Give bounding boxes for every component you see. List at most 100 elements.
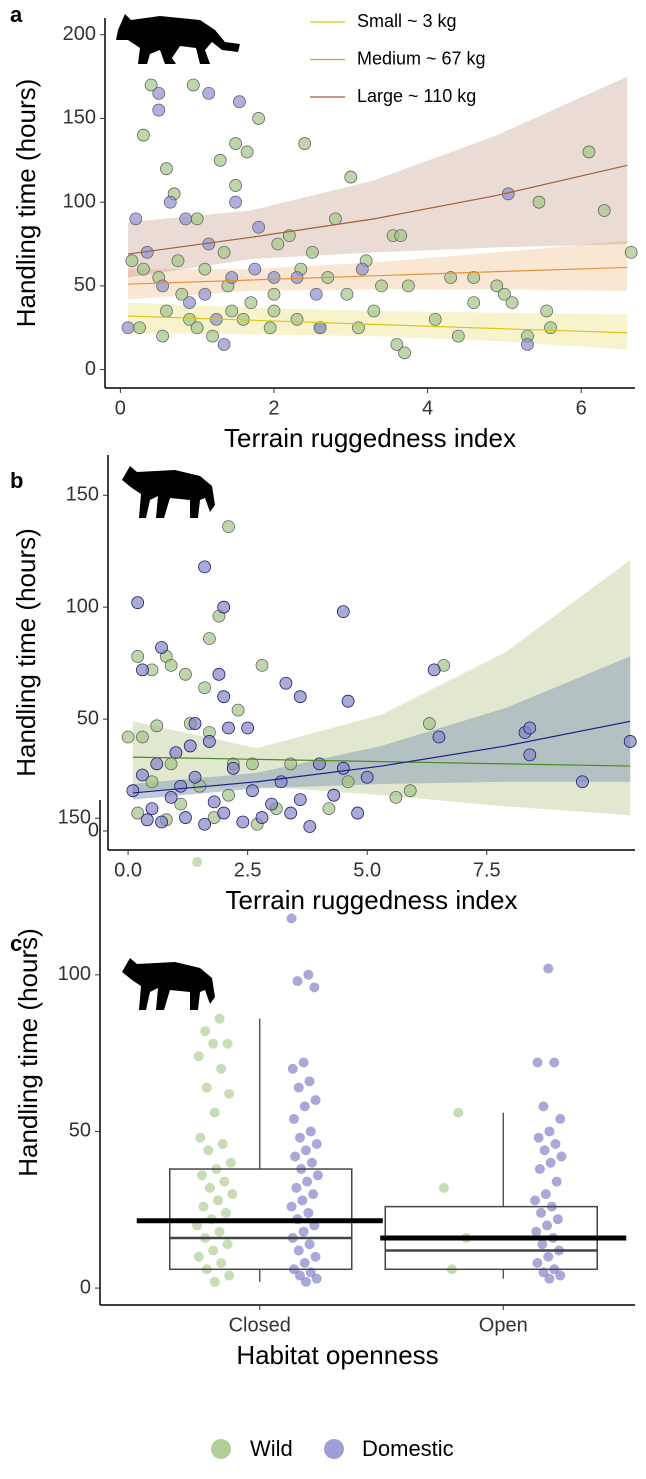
data-point (206, 329, 219, 343)
data-point (329, 212, 342, 226)
data-point (217, 338, 231, 351)
x-tick-label: 2 (268, 397, 279, 419)
data-point (227, 1189, 238, 1200)
data-point (217, 806, 231, 820)
data-point (216, 1258, 227, 1269)
data-point (344, 170, 358, 184)
data-point (467, 271, 481, 284)
y-tick-label: 150 (63, 107, 96, 129)
data-point (183, 296, 196, 310)
data-point (540, 304, 554, 318)
data-point (208, 1038, 219, 1049)
data-point (121, 730, 135, 744)
panel-label: c (10, 931, 22, 956)
data-point (282, 229, 296, 243)
x-tick-label: 6 (576, 397, 587, 419)
x-tick-label: Closed (229, 1314, 291, 1336)
data-point (126, 784, 140, 798)
data-point (225, 1157, 236, 1168)
legend-label: Wild (250, 1436, 293, 1461)
data-point (341, 775, 355, 789)
data-point (304, 1239, 315, 1250)
data-point (190, 321, 204, 335)
data-point (244, 296, 258, 310)
data-point (246, 784, 259, 798)
data-point (220, 1207, 231, 1218)
data-point (582, 145, 596, 159)
data-point (532, 195, 546, 209)
data-point (224, 1270, 235, 1281)
data-point (313, 321, 327, 335)
data-point (355, 262, 369, 276)
data-point (192, 857, 203, 868)
data-point (271, 237, 285, 251)
data-point (302, 1176, 313, 1187)
data-point (171, 254, 185, 268)
legend-label: Domestic (362, 1436, 454, 1461)
data-point (133, 321, 146, 335)
data-point (145, 802, 159, 815)
data-point (539, 1145, 550, 1156)
cougar-icon (116, 14, 240, 64)
data-point (311, 1273, 322, 1284)
data-point (360, 770, 374, 784)
data-point (240, 145, 254, 159)
data-point (444, 271, 458, 284)
data-point (255, 658, 269, 672)
data-point (279, 676, 293, 690)
data-point (299, 1101, 310, 1112)
fit-line (132, 756, 631, 767)
data-point (530, 1195, 541, 1206)
data-point (537, 1239, 548, 1250)
data-point (298, 1057, 309, 1068)
data-point (552, 1214, 563, 1225)
data-point (198, 287, 212, 301)
data-point (286, 913, 297, 924)
y-tick-label: 150 (58, 806, 91, 828)
data-point (174, 779, 188, 793)
data-point (202, 735, 216, 748)
data-point (155, 815, 168, 829)
data-point (540, 1189, 551, 1200)
data-point (222, 1038, 233, 1049)
x-tick-label: Open (479, 1314, 528, 1336)
data-point (212, 667, 226, 681)
legend-swatch (324, 1439, 344, 1459)
data-point (543, 1251, 554, 1262)
y-tick-label: 100 (63, 190, 96, 212)
data-point (195, 1132, 206, 1143)
x-tick-label: 5.0 (353, 859, 381, 881)
data-point (150, 719, 164, 733)
data-point (550, 1138, 561, 1149)
data-point (286, 1201, 297, 1212)
data-point (216, 1063, 227, 1074)
data-point (532, 1057, 543, 1068)
data-point (198, 262, 212, 276)
data-point (299, 1258, 310, 1269)
data-point (204, 1182, 215, 1193)
data-point (305, 245, 319, 259)
fit-line (128, 266, 628, 285)
data-point (137, 262, 150, 276)
data-point (309, 287, 323, 301)
data-point (224, 1088, 235, 1099)
data-point (327, 788, 341, 802)
data-point (202, 632, 216, 645)
data-point (322, 802, 336, 815)
data-point (217, 245, 231, 259)
y-tick-label: 50 (69, 1120, 91, 1142)
data-point (150, 757, 164, 771)
data-point (310, 1251, 321, 1262)
data-point (394, 229, 408, 243)
data-point (453, 1107, 464, 1118)
data-point (160, 162, 173, 176)
data-point (267, 304, 281, 318)
data-point (198, 817, 212, 831)
data-point (188, 717, 202, 730)
data-point (536, 1207, 547, 1218)
data-point (214, 1013, 225, 1024)
data-point (305, 1126, 316, 1137)
data-point (340, 287, 354, 301)
cat-icon (122, 958, 215, 1010)
